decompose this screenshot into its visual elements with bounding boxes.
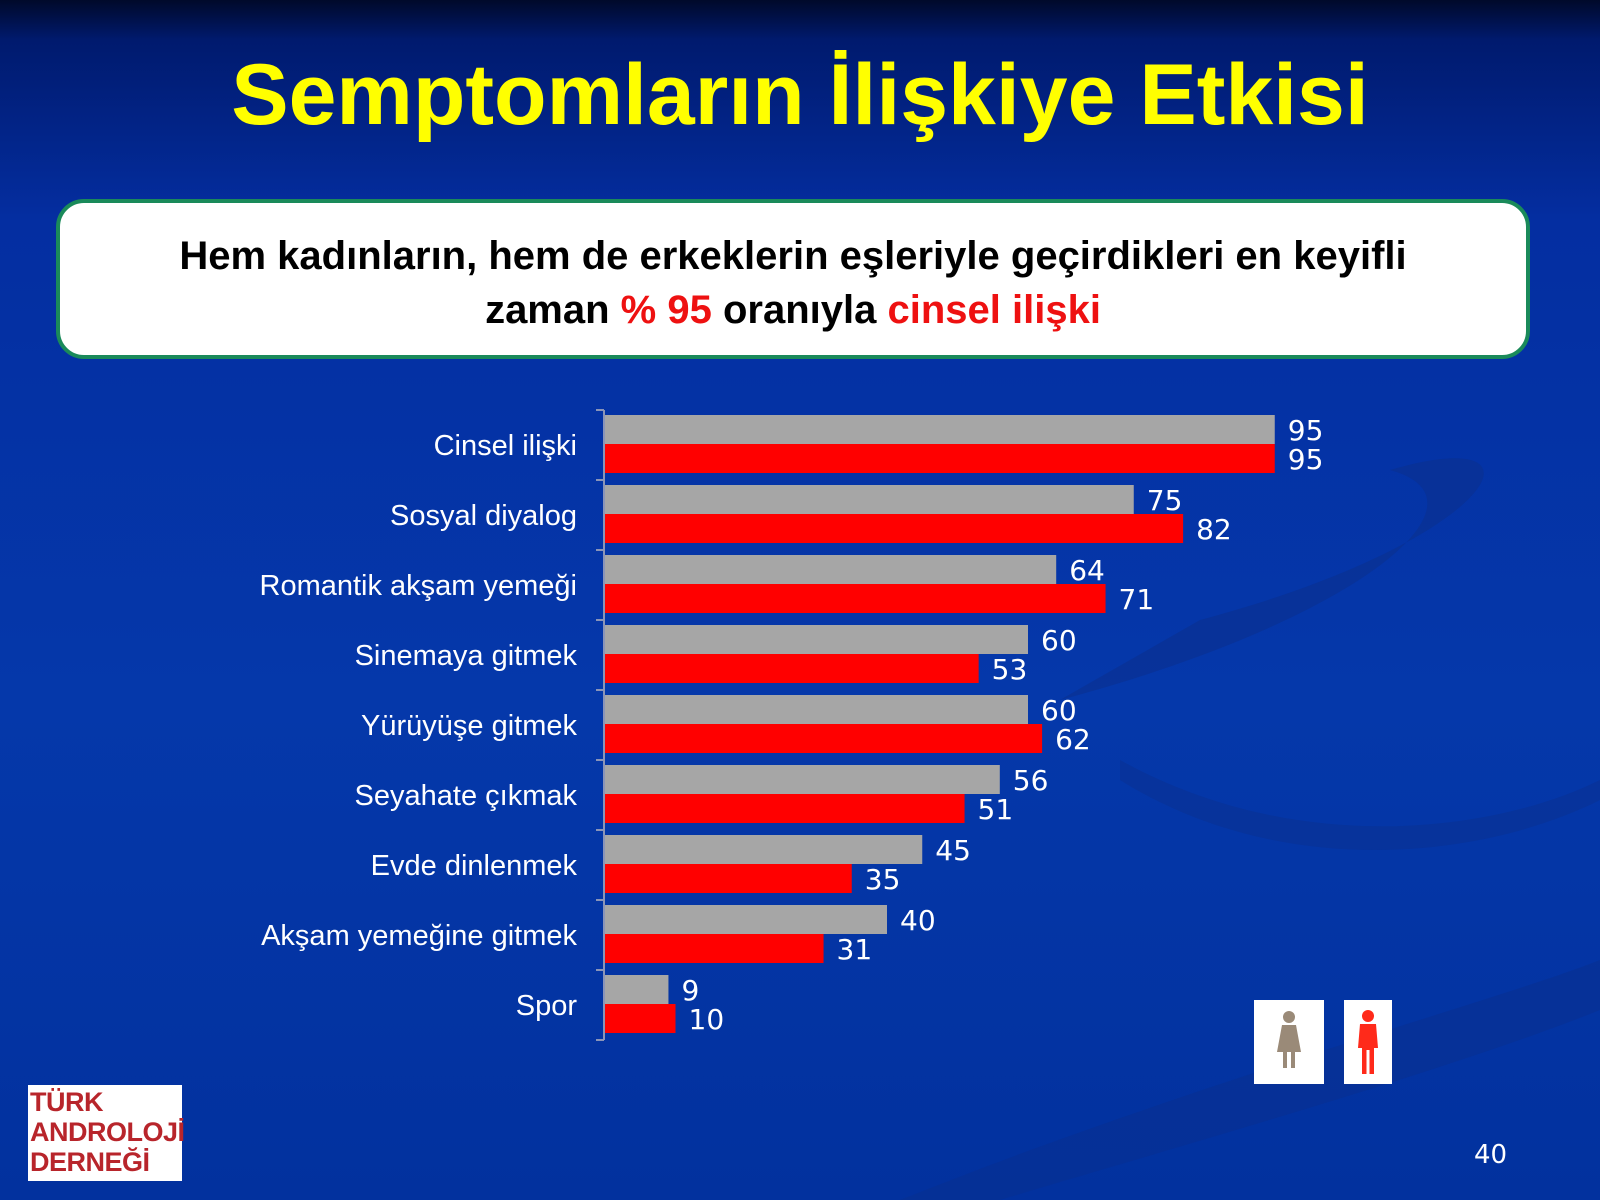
category-label: Romantik akşam yemeği [260, 570, 578, 602]
data-label-women: 75 [1147, 484, 1183, 517]
category-label: Sinemaya gitmek [355, 640, 578, 672]
bar-men [605, 864, 852, 893]
data-label-women: 95 [1288, 414, 1324, 447]
category-label: Cinsel ilişki [434, 430, 577, 462]
category-label: Sosyal diyalog [390, 500, 577, 532]
data-label-men: 31 [837, 933, 873, 966]
data-label-women: 9 [681, 974, 699, 1007]
data-label-men: 95 [1288, 443, 1324, 476]
data-label-men: 51 [978, 793, 1014, 826]
bar-men [605, 584, 1106, 613]
data-label-men: 82 [1196, 513, 1232, 546]
logo-turk-androloji-dernegi: TÜRK ANDROLOJİ DERNEĞİ [28, 1085, 185, 1181]
callout-text: zaman [485, 288, 621, 332]
bar-women [605, 695, 1028, 724]
callout-line-1: Hem kadınların, hem de erkeklerin eşleri… [179, 234, 1407, 278]
data-label-men: 62 [1055, 723, 1091, 756]
bar-women [605, 415, 1275, 444]
bar-men [605, 724, 1043, 753]
bar-men [605, 444, 1275, 473]
data-label-women: 64 [1069, 554, 1105, 587]
logo-line: DERNEĞİ [30, 1147, 150, 1177]
logo-line: ANDROLOJİ [30, 1117, 185, 1147]
legend-man-card [1344, 1000, 1392, 1084]
bar-men [605, 514, 1184, 543]
data-label-women: 40 [900, 904, 936, 937]
category-label: Spor [516, 990, 578, 1022]
bar-men [605, 794, 965, 823]
bar-women [605, 835, 923, 864]
bar-women [605, 625, 1028, 654]
data-label-women: 60 [1041, 624, 1077, 657]
logo-line: TÜRK [30, 1087, 104, 1117]
data-label-women: 56 [1013, 764, 1049, 797]
woman-icon [1277, 1011, 1301, 1068]
data-label-men: 10 [689, 1003, 725, 1036]
category-label: Akşam yemeğine gitmek [261, 920, 577, 952]
category-label: Evde dinlenmek [371, 850, 578, 882]
bar-men [605, 934, 824, 963]
callout-highlight-activity: cinsel ilişki [887, 288, 1101, 332]
category-label: Seyahate çıkmak [355, 780, 578, 812]
bar-men [605, 654, 979, 683]
category-label: Yürüyüşe gitmek [361, 710, 577, 742]
callout-box: Hem kadınların, hem de erkeklerin eşleri… [56, 199, 1530, 359]
callout-line-2: zaman % 95 oranıyla cinsel ilişki [60, 283, 1526, 337]
bar-women [605, 485, 1134, 514]
bar-women [605, 765, 1000, 794]
slide-title: Semptomların İlişkiye Etkisi [231, 47, 1369, 143]
bar-women [605, 905, 887, 934]
data-label-women: 60 [1041, 694, 1077, 727]
bar-men [605, 1004, 676, 1033]
page-number: 40 [1474, 1140, 1508, 1170]
legend-woman-card [1254, 1000, 1324, 1084]
data-label-men: 53 [992, 653, 1028, 686]
data-label-women: 45 [935, 834, 971, 867]
bar-women [605, 975, 669, 1004]
callout-highlight-percent: % 95 [620, 288, 712, 332]
data-label-men: 71 [1119, 583, 1155, 616]
data-label-men: 35 [865, 863, 901, 896]
bar-women [605, 555, 1057, 584]
callout-text: oranıyla [711, 288, 888, 332]
man-icon [1358, 1010, 1378, 1074]
